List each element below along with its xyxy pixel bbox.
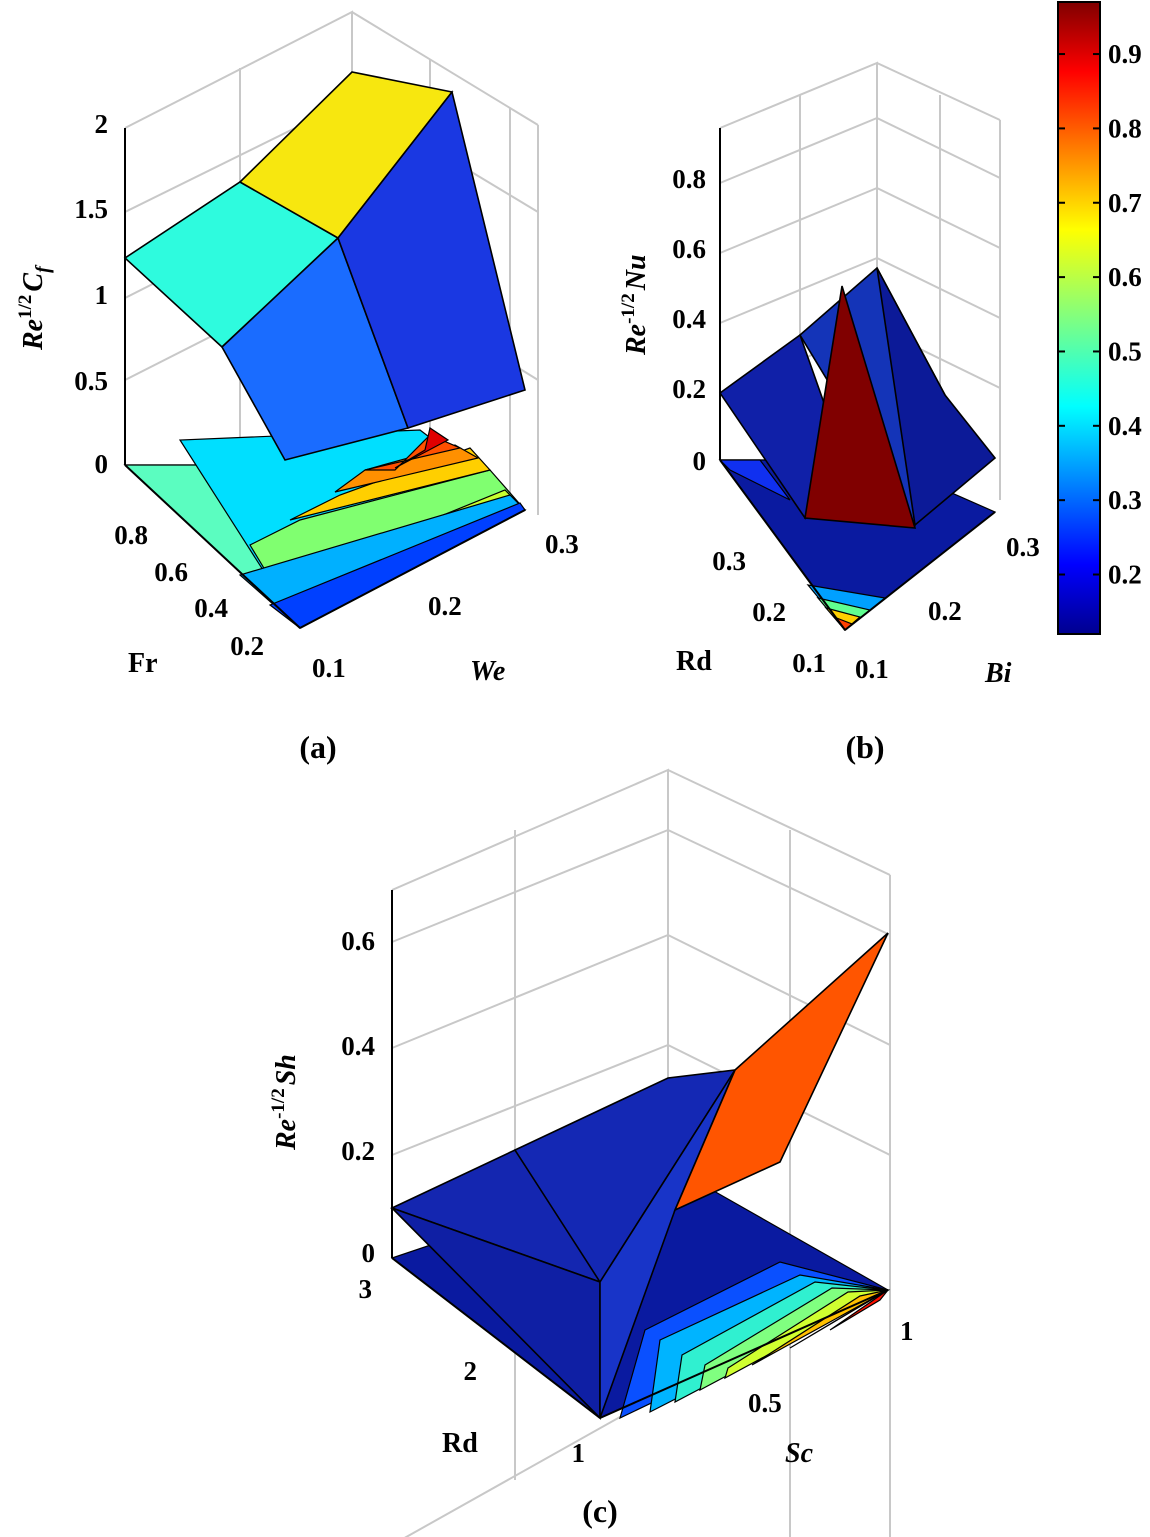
- colorbar-tick-label: 0.5: [1108, 336, 1142, 366]
- surface-b-peak: [804, 285, 917, 529]
- surface-c-patch-5: [673, 932, 889, 1212]
- panel-b-ylabel: Rd: [676, 646, 712, 677]
- y-tick: 1: [572, 1438, 586, 1468]
- floor-c-band-5: [751, 1289, 889, 1366]
- x-tick: 1: [900, 1316, 914, 1346]
- panel-c-ylabel: Rd: [442, 1428, 478, 1459]
- y-tick: 0.2: [230, 631, 264, 661]
- panel-c-xlabel: Sc: [785, 1438, 814, 1469]
- y-tick: 0.8: [114, 520, 148, 550]
- panel-a-axes: [124, 128, 526, 629]
- panel-b-caption: (b): [845, 729, 884, 765]
- z-tick: 0: [95, 449, 109, 479]
- floor-a-band-7: [394, 427, 450, 469]
- z-tick: 0: [362, 1238, 376, 1268]
- z-tick: 1: [95, 280, 109, 310]
- panel-b-z-ticks: 0.8 0.6 0.4 0.2 0: [672, 164, 706, 476]
- panel-b-surface: [718, 266, 997, 529]
- panel-a-zlabel: Re1/2Cf: [15, 264, 54, 351]
- y-tick: 3: [359, 1274, 373, 1304]
- y-tick: 0.2: [752, 597, 786, 627]
- panel-a-caption: (a): [299, 729, 336, 765]
- panel-b-axes: [719, 128, 996, 631]
- z-tick: 1.5: [74, 194, 108, 224]
- colorbar-tick-label: 0.2: [1108, 560, 1142, 590]
- panel-c-x-ticks: 0.5 1: [748, 1316, 914, 1418]
- z-tick: 0.6: [341, 926, 375, 956]
- y-tick: 0.6: [154, 557, 188, 587]
- colorbar-ticks: 0.2 0.3 0.4 0.5 0.6 0.7 0.8 0.9: [1058, 39, 1142, 590]
- y-tick: 0.4: [194, 593, 228, 623]
- z-tick: 0.2: [672, 374, 706, 404]
- panel-b-x-ticks: 0.1 0.2 0.3: [855, 532, 1040, 684]
- panel-c-axes: [391, 890, 889, 1419]
- panel-a-ylabel: Fr: [128, 648, 158, 679]
- panel-c-z-ticks: 0.6 0.4 0.2 0: [341, 926, 375, 1268]
- panel-b-zlabel: Re-1/2Nu: [618, 254, 652, 356]
- z-tick: 0.4: [672, 304, 706, 334]
- colorbar-tick-label: 0.3: [1108, 485, 1142, 515]
- x-tick: 0.5: [748, 1388, 782, 1418]
- surface-b-patch-3: [876, 267, 997, 527]
- z-tick: 0.4: [341, 1031, 375, 1061]
- z-tick: 0.5: [74, 366, 108, 396]
- panel-c-zlabel: Re-1/2Sh: [268, 1054, 302, 1151]
- panel-b: 0.8 0.6 0.4 0.2 0 0.3 0.2 0.1 0.1 0.2 0.…: [618, 61, 1040, 765]
- panel-b-xlabel: Bi: [984, 658, 1012, 689]
- floor-c-band-7: [829, 1289, 889, 1331]
- panel-a-xlabel: We: [470, 656, 505, 687]
- panel-c: 0.6 0.4 0.2 0 3 2 1 0.5 1 Rd Sc Re-1/2Sh…: [268, 768, 914, 1537]
- floor-a-band-5: [334, 444, 480, 493]
- floor-b-band-0: [718, 459, 791, 501]
- x-tick: 0.2: [928, 596, 962, 626]
- x-tick: 0.1: [855, 654, 889, 684]
- colorbar-gradient: [1057, 1, 1101, 635]
- y-tick: 2: [464, 1356, 478, 1386]
- colorbar-tick-label: 0.4: [1108, 411, 1142, 441]
- x-tick: 0.1: [312, 653, 346, 683]
- colorbar-tick-label: 0.8: [1108, 113, 1142, 143]
- z-tick: 0.2: [341, 1136, 375, 1166]
- panel-b-y-ticks: 0.3 0.2 0.1: [712, 546, 826, 678]
- panel-a-z-ticks: 2 1.5 1 0.5 0: [74, 109, 108, 479]
- z-tick: 0.6: [672, 234, 706, 264]
- colorbar-tick-label: 0.9: [1108, 39, 1142, 69]
- panel-c-surface: [389, 932, 889, 1420]
- panel-a-contour-floor: [123, 427, 527, 629]
- panel-a-y-ticks: 0.8 0.6 0.4 0.2: [114, 520, 264, 661]
- x-tick: 0.3: [1006, 532, 1040, 562]
- colorbar-tick-label: 0.7: [1108, 188, 1142, 218]
- surface-a-patch-4: [337, 90, 526, 429]
- panel-c-caption: (c): [582, 1493, 618, 1529]
- x-tick: 0.2: [428, 591, 462, 621]
- z-tick: 0.8: [672, 164, 706, 194]
- z-tick: 2: [95, 109, 109, 139]
- colorbar: 0.2 0.3 0.4 0.5 0.6 0.7 0.8 0.9: [1057, 1, 1142, 635]
- panel-c-y-ticks: 3 2 1: [359, 1274, 586, 1468]
- z-tick: 0: [693, 446, 707, 476]
- panel-a-x-ticks: 0.1 0.2 0.3: [312, 529, 579, 683]
- colorbar-tick-label: 0.6: [1108, 262, 1142, 292]
- y-tick: 0.1: [792, 648, 826, 678]
- panel-a: 2 1.5 1 0.5 0 0.8 0.6 0.4 0.2 0.1 0.2 0.…: [15, 10, 579, 765]
- y-tick: 0.3: [712, 546, 746, 576]
- x-tick: 0.3: [545, 529, 579, 559]
- panel-a-surface: [123, 71, 526, 461]
